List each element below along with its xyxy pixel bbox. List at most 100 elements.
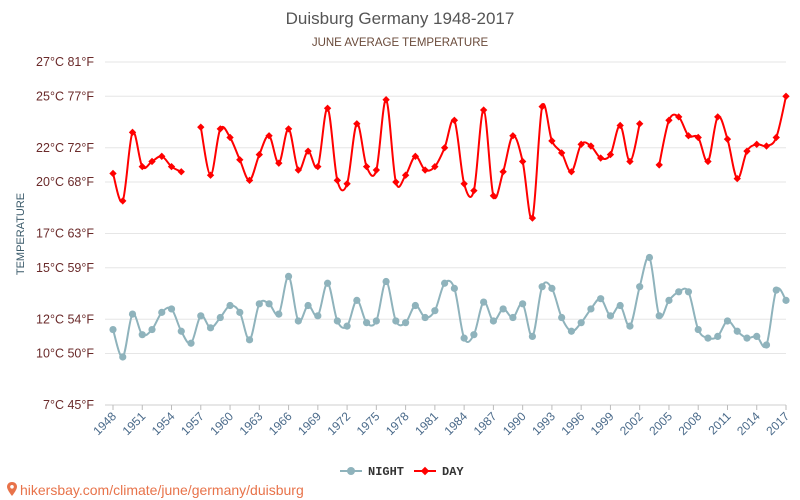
data-point-night[interactable]: [499, 305, 507, 313]
data-point-night[interactable]: [538, 283, 546, 291]
data-point-night[interactable]: [197, 312, 205, 320]
data-point-night[interactable]: [236, 308, 244, 316]
data-point-night[interactable]: [655, 312, 663, 320]
data-point-day[interactable]: [753, 140, 761, 148]
data-point-day[interactable]: [206, 171, 215, 179]
data-point-day[interactable]: [177, 168, 185, 176]
data-point-night[interactable]: [772, 286, 780, 294]
data-point-night[interactable]: [509, 313, 517, 322]
data-point-night[interactable]: [216, 313, 224, 322]
data-point-night[interactable]: [441, 279, 449, 287]
data-point-night[interactable]: [636, 283, 644, 291]
data-point-day[interactable]: [119, 197, 127, 205]
data-point-night[interactable]: [226, 301, 234, 310]
data-point-night[interactable]: [548, 284, 556, 292]
data-point-night[interactable]: [723, 317, 732, 325]
data-point-day[interactable]: [382, 96, 390, 104]
data-point-night[interactable]: [587, 305, 595, 313]
data-point-day[interactable]: [548, 137, 556, 145]
data-point-night[interactable]: [626, 322, 634, 330]
data-point-day[interactable]: [723, 135, 732, 143]
data-point-day[interactable]: [362, 162, 371, 171]
data-point-day[interactable]: [665, 116, 673, 124]
data-point-day[interactable]: [138, 162, 146, 171]
data-point-night[interactable]: [558, 313, 566, 322]
data-point-night[interactable]: [411, 301, 419, 310]
data-point-night[interactable]: [284, 272, 293, 280]
data-point-night[interactable]: [460, 334, 468, 342]
data-point-night[interactable]: [206, 324, 215, 332]
data-point-day[interactable]: [323, 104, 332, 112]
data-point-night[interactable]: [421, 313, 429, 322]
data-point-night[interactable]: [148, 325, 156, 334]
data-point-night[interactable]: [694, 325, 702, 334]
data-point-day[interactable]: [704, 157, 712, 166]
data-point-day[interactable]: [460, 180, 468, 188]
data-point-day[interactable]: [479, 106, 488, 114]
data-point-night[interactable]: [294, 317, 302, 325]
data-point-day[interactable]: [401, 171, 410, 179]
data-point-night[interactable]: [314, 312, 322, 320]
data-point-day[interactable]: [557, 149, 566, 157]
data-point-day[interactable]: [655, 161, 663, 169]
data-point-night[interactable]: [480, 298, 488, 306]
data-point-day[interactable]: [236, 156, 244, 164]
data-point-day[interactable]: [587, 142, 595, 150]
data-point-night[interactable]: [733, 327, 741, 335]
data-point-night[interactable]: [450, 284, 458, 292]
data-point-night[interactable]: [704, 334, 712, 342]
data-point-night[interactable]: [743, 334, 751, 342]
data-point-night[interactable]: [177, 327, 185, 335]
data-point-night[interactable]: [323, 279, 332, 287]
data-point-day[interactable]: [782, 92, 790, 100]
data-point-night[interactable]: [567, 327, 576, 335]
data-point-night[interactable]: [597, 295, 605, 303]
data-point-night[interactable]: [372, 317, 380, 325]
data-point-night[interactable]: [606, 312, 615, 320]
data-point-day[interactable]: [372, 166, 381, 174]
data-point-night[interactable]: [304, 301, 312, 310]
data-point-night[interactable]: [762, 341, 771, 349]
data-point-day[interactable]: [255, 150, 263, 159]
data-point-night[interactable]: [665, 296, 673, 304]
data-point-day[interactable]: [353, 120, 361, 128]
data-point-night[interactable]: [128, 310, 137, 318]
legend-item-day[interactable]: DAY: [414, 465, 464, 479]
data-point-night[interactable]: [187, 339, 195, 347]
data-point-night[interactable]: [362, 319, 371, 327]
data-point-day[interactable]: [167, 162, 176, 171]
data-point-night[interactable]: [489, 317, 497, 325]
data-point-day[interactable]: [772, 133, 780, 142]
data-point-night[interactable]: [245, 336, 254, 344]
data-point-night[interactable]: [782, 296, 790, 304]
data-point-night[interactable]: [753, 332, 761, 340]
data-point-day[interactable]: [743, 147, 751, 155]
data-point-night[interactable]: [333, 317, 341, 325]
data-point-night[interactable]: [343, 322, 351, 330]
data-point-day[interactable]: [392, 178, 400, 186]
data-point-day[interactable]: [431, 162, 439, 171]
data-point-night[interactable]: [714, 332, 722, 340]
data-point-day[interactable]: [489, 192, 498, 200]
data-point-night[interactable]: [402, 319, 410, 327]
data-point-night[interactable]: [675, 288, 683, 296]
data-point-night[interactable]: [382, 277, 390, 286]
data-point-night[interactable]: [616, 301, 624, 310]
data-point-day[interactable]: [762, 142, 771, 150]
data-point-night[interactable]: [684, 288, 693, 296]
data-point-night[interactable]: [577, 319, 585, 327]
data-point-night[interactable]: [158, 308, 166, 316]
data-point-night[interactable]: [431, 307, 439, 315]
data-point-day[interactable]: [626, 157, 634, 166]
data-point-day[interactable]: [197, 123, 205, 131]
data-point-day[interactable]: [158, 152, 166, 161]
data-point-night[interactable]: [167, 305, 176, 313]
data-point-night[interactable]: [519, 300, 527, 308]
legend-item-night[interactable]: NIGHT: [340, 465, 404, 479]
data-point-night[interactable]: [645, 253, 654, 262]
data-point-day[interactable]: [606, 150, 615, 159]
data-point-night[interactable]: [255, 300, 263, 308]
data-point-day[interactable]: [470, 186, 478, 195]
data-point-day[interactable]: [518, 157, 527, 166]
data-point-day[interactable]: [499, 168, 507, 176]
